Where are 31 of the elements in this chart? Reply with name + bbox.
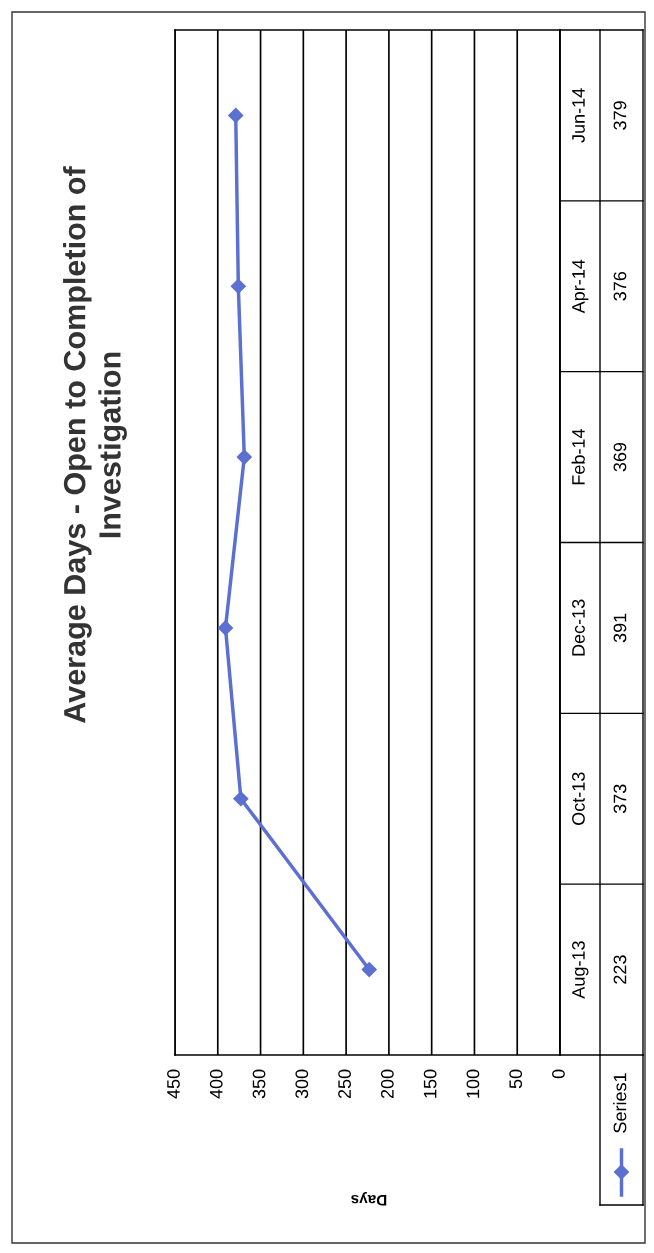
data-label: 391 xyxy=(613,613,627,643)
point xyxy=(361,962,377,978)
point xyxy=(228,107,244,123)
x-tick-label: 350 xyxy=(252,1069,266,1099)
x-tick-label: 300 xyxy=(295,1069,309,1099)
x-tick-label: 0 xyxy=(552,1069,565,1079)
y-tick-label: Jun-14 xyxy=(572,88,585,143)
point xyxy=(233,791,249,807)
x-tick-label: 400 xyxy=(209,1069,223,1099)
x-tick-label: 50 xyxy=(509,1069,523,1089)
data-label: 369 xyxy=(613,442,627,472)
x-tick-label: 100 xyxy=(466,1069,480,1098)
data-label: 223 xyxy=(613,955,627,984)
x-tick-label: 250 xyxy=(338,1069,351,1099)
text: Days xyxy=(351,1191,387,1206)
data-label: 373 xyxy=(613,784,627,814)
y-tick-label: Feb-14 xyxy=(571,429,585,485)
x-tick-label: 450 xyxy=(167,1069,180,1099)
y-tick-label: Dec-13 xyxy=(572,599,585,656)
point xyxy=(217,620,234,636)
data-label: 379 xyxy=(613,101,627,130)
y-tick-label: Aug-13 xyxy=(572,941,589,999)
x-tick-label: 200 xyxy=(380,1069,394,1099)
data-label: 376 xyxy=(613,271,627,301)
y-tick-label: Apr-14 xyxy=(572,259,589,314)
point xyxy=(230,278,246,294)
point xyxy=(236,449,252,465)
y-tick-label: Oct-13 xyxy=(572,772,585,825)
text: Average Days - Open to Completion of Investigation xyxy=(63,166,127,723)
x-tick-label: 150 xyxy=(423,1069,437,1098)
text: Series1 xyxy=(613,1073,627,1133)
